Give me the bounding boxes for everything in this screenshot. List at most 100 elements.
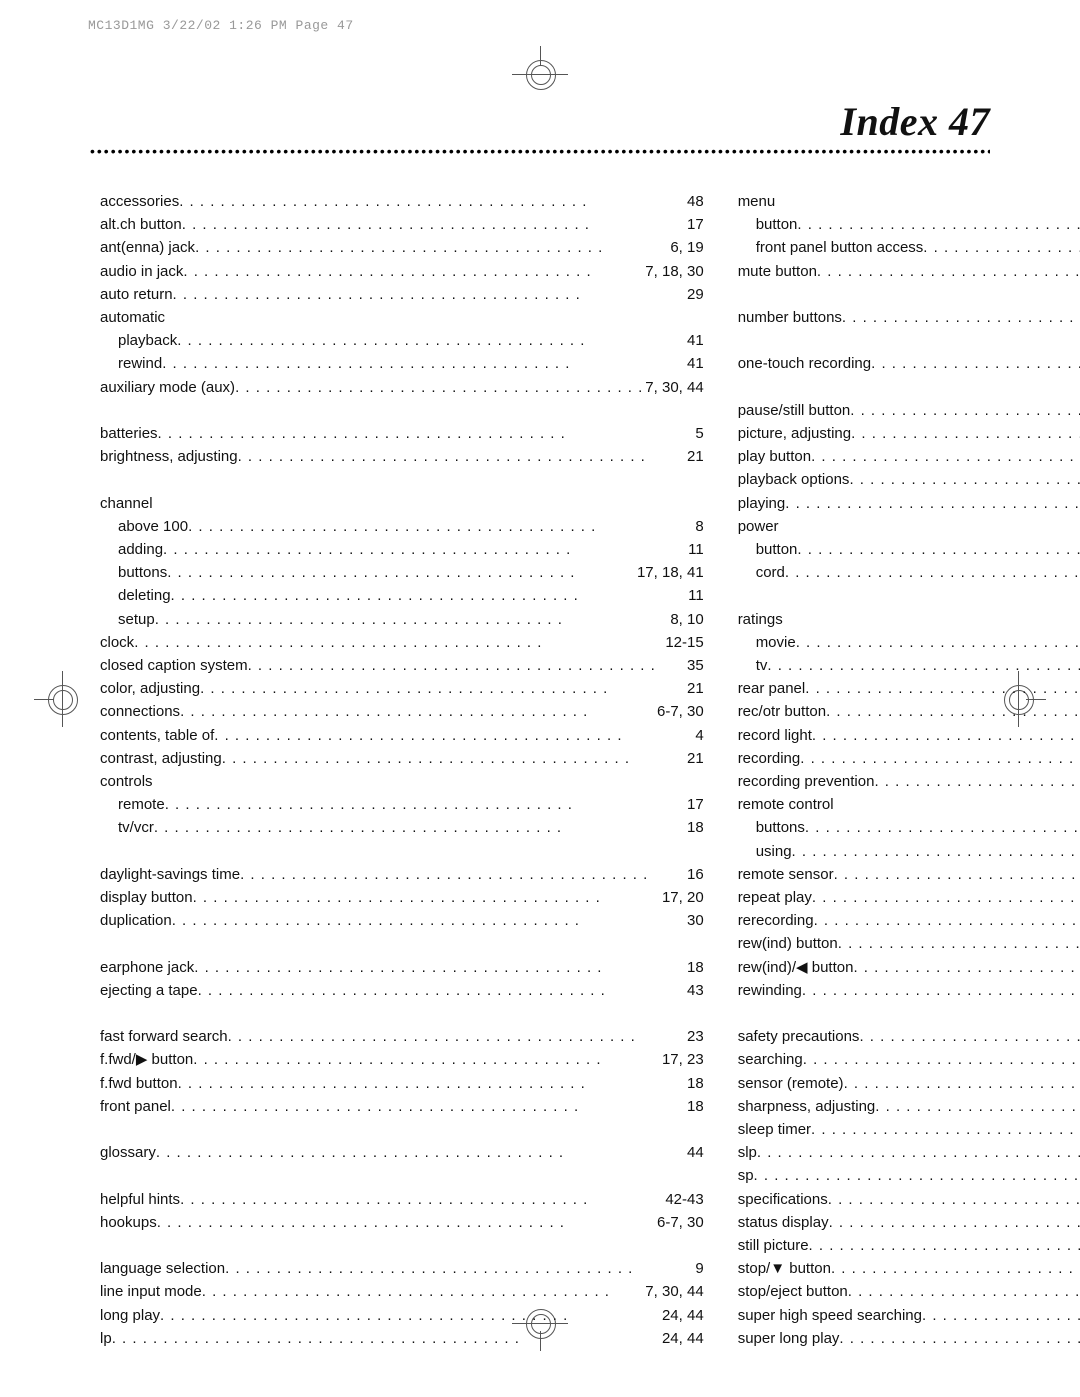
index-entry-label: above 100 [118, 515, 188, 538]
index-entry: deleting11 [100, 584, 704, 607]
leader-dots [850, 399, 1080, 422]
index-entry-label: stop/▼ button [738, 1257, 831, 1280]
leader-dots [859, 1025, 1080, 1048]
index-entry: earphone jack18 [100, 956, 704, 979]
blank-line [738, 584, 1080, 607]
index-entry-label: contents, table of [100, 724, 214, 747]
index-entry-label: front panel [100, 1095, 171, 1118]
index-entry: rec/otr button18, 25 [738, 700, 1080, 723]
index-group: remote control [738, 793, 1080, 816]
index-entry-label: button [756, 538, 798, 561]
leader-dots [165, 793, 685, 816]
index-entry: f.fwd/▶ button17, 23 [100, 1048, 704, 1071]
index-entry: long play24, 44 [100, 1304, 704, 1327]
index-entry: color, adjusting21 [100, 677, 704, 700]
index-entry-label: alt.ch button [100, 213, 182, 236]
index-entry-label: language selection [100, 1257, 225, 1280]
leader-dots [214, 724, 693, 747]
leader-dots [848, 1280, 1080, 1303]
index-entry-label: sensor (remote) [738, 1072, 844, 1095]
leader-dots [167, 561, 635, 584]
leader-dots [805, 816, 1080, 839]
leader-dots [844, 1072, 1080, 1095]
index-entry-label: super long play [738, 1327, 840, 1350]
index-entry-label: one-touch recording [738, 352, 871, 375]
leader-dots [829, 1211, 1080, 1234]
index-entry: ant(enna) jack6, 19 [100, 236, 704, 259]
index-entry: still picture23 [738, 1234, 1080, 1257]
index-entry: language selection9 [100, 1257, 704, 1280]
index-entry-label: display button [100, 886, 193, 909]
index-entry-label: clock [100, 631, 134, 654]
leader-dots [875, 1095, 1080, 1118]
index-group: channel [100, 492, 704, 515]
index-entry: rewind41 [100, 352, 704, 375]
index-entry-label: closed caption system [100, 654, 248, 677]
index-entry: ejecting a tape43 [100, 979, 704, 1002]
index-entry: rear panel19 [738, 677, 1080, 700]
blank-line [100, 1118, 704, 1141]
index-entry-label: super high speed searching [738, 1304, 922, 1327]
page-title: Index 47 [90, 98, 990, 145]
index-entry: recording24 [738, 747, 1080, 770]
leader-dots [796, 631, 1080, 654]
blank-line [738, 329, 1080, 352]
index-entry: picture, adjusting21 [738, 422, 1080, 445]
index-entry: rew(ind) button18 [738, 932, 1080, 955]
index-entry-label: contrast, adjusting [100, 747, 222, 770]
index-entry-label: still picture [738, 1234, 809, 1257]
index-entry-label: pause/still button [738, 399, 851, 422]
index-entry-label: remote [118, 793, 165, 816]
leader-dots [162, 352, 685, 375]
leader-dots [179, 190, 685, 213]
leader-dots [805, 677, 1080, 700]
blank-line [100, 1164, 704, 1187]
leader-dots [202, 1280, 644, 1303]
index-entry: remote sensor18 [738, 863, 1080, 886]
index-entry-page: 12-15 [663, 631, 703, 654]
index-entry-label: audio in jack [100, 260, 183, 283]
index-entry-label: playback options [738, 468, 850, 491]
index-entry-label: searching [738, 1048, 803, 1071]
leader-dots [198, 979, 685, 1002]
index-entry-page: 44 [685, 1141, 704, 1164]
index-entry: brightness, adjusting21 [100, 445, 704, 468]
index-entry: sharpness, adjusting21 [738, 1095, 1080, 1118]
index-entry-page: 23 [685, 1025, 704, 1048]
index-entry-page: 8 [693, 515, 703, 538]
leader-dots [792, 840, 1080, 863]
index-entry-label: fast forward search [100, 1025, 228, 1048]
leader-dots [225, 1257, 693, 1280]
leader-dots [194, 956, 685, 979]
blank-line [100, 1002, 704, 1025]
index-entry: button17 [738, 213, 1080, 236]
index-entry-label: helpful hints [100, 1188, 180, 1211]
index-entry-page: 18 [685, 1072, 704, 1095]
leader-dots [171, 1095, 685, 1118]
index-entry-label: brightness, adjusting [100, 445, 238, 468]
index-entry: daylight-savings time16 [100, 863, 704, 886]
leader-dots [222, 747, 685, 770]
title-block: Index 47 •••••••••••••••••••••••••••••••… [90, 98, 990, 155]
leader-dots [178, 1072, 685, 1095]
index-entry-page: 41 [685, 329, 704, 352]
index-entry-label: rew(ind) button [738, 932, 838, 955]
index-entry-label: record light [738, 724, 812, 747]
index-entry-label: earphone jack [100, 956, 194, 979]
index-entry-label: using [756, 840, 792, 863]
index-entry-label: adding [118, 538, 163, 561]
index-entry-label: playback [118, 329, 177, 352]
index-entry: duplication30 [100, 909, 704, 932]
index-entry: buttons17 [738, 816, 1080, 839]
leader-dots [158, 422, 694, 445]
leader-dots [923, 236, 1080, 259]
index-entry: display button17, 20 [100, 886, 704, 909]
index-entry-page: 17, 23 [660, 1048, 704, 1071]
leader-dots [809, 1234, 1080, 1257]
leader-dots [171, 584, 687, 607]
index-entry: movie38-39 [738, 631, 1080, 654]
leader-dots [797, 213, 1080, 236]
index-entry-label: connections [100, 700, 180, 723]
index-entry-label: number buttons [738, 306, 842, 329]
index-entry-label: stop/eject button [738, 1280, 848, 1303]
